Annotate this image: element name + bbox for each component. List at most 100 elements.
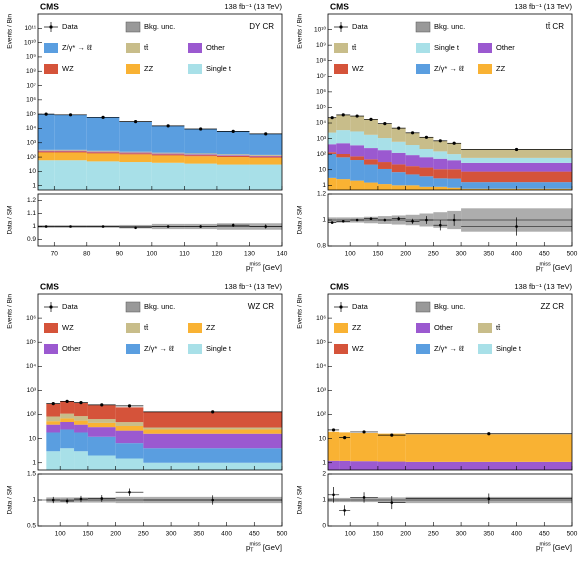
stack-segment bbox=[391, 185, 406, 190]
stack-segment bbox=[87, 419, 116, 423]
stack-segment bbox=[249, 133, 282, 155]
stack-segment bbox=[328, 153, 337, 178]
ratio-point bbox=[390, 501, 394, 504]
ratio-y-tick-label: 1 bbox=[322, 217, 326, 224]
ratio-y-tick-label: 1.5 bbox=[27, 471, 36, 478]
y-tick-label: 10⁵ bbox=[26, 339, 36, 346]
panel: CMS 138 fb⁻¹ (13 TeV) 1 10 10² 10³ 10⁴ 10⁵ 10⁶ 0.… bbox=[7, 281, 288, 554]
ratio-point bbox=[515, 225, 518, 228]
x-tick-label: 500 bbox=[567, 531, 578, 538]
ratio-y-tick-label: 1.2 bbox=[27, 197, 36, 204]
stack-segment bbox=[38, 160, 55, 190]
legend-swatch bbox=[126, 344, 140, 354]
y-tick-label: 10 bbox=[319, 435, 327, 442]
data-point bbox=[264, 132, 268, 136]
x-title-symbol: p bbox=[246, 543, 250, 552]
legend-unc-swatch bbox=[125, 301, 141, 313]
data-point bbox=[231, 129, 235, 134]
stack-segment bbox=[328, 132, 337, 145]
data-point bbox=[51, 402, 55, 406]
stack-segment bbox=[119, 162, 152, 190]
data-point bbox=[100, 403, 104, 407]
stack-segment bbox=[391, 172, 406, 186]
legend-swatch bbox=[416, 323, 430, 333]
stack-segment bbox=[447, 169, 462, 179]
y-axis-title: Events / Bin bbox=[297, 14, 304, 49]
stack-segment bbox=[328, 144, 337, 153]
ratio-point bbox=[343, 509, 346, 512]
x-tick-label: 150 bbox=[372, 251, 383, 258]
x-tick-label: 450 bbox=[539, 531, 550, 538]
x-title-sup: miss bbox=[540, 542, 552, 548]
data-point bbox=[487, 432, 491, 436]
data-point bbox=[397, 126, 401, 130]
stack-segment bbox=[339, 432, 351, 461]
data-point bbox=[383, 122, 387, 126]
stack-segment bbox=[391, 128, 406, 142]
stack-segment bbox=[74, 416, 88, 421]
data-point bbox=[514, 147, 519, 152]
x-title-sup: miss bbox=[250, 262, 262, 268]
x-title-sub: T bbox=[540, 268, 544, 274]
y-tick-label: 10⁶ bbox=[316, 315, 326, 322]
legend-swatch bbox=[188, 43, 202, 53]
stack-segment bbox=[350, 180, 365, 190]
x-tick-label: 110 bbox=[179, 251, 190, 258]
stack-segment bbox=[405, 145, 420, 156]
legend-label: Bkg. unc. bbox=[144, 302, 175, 311]
stack-segment bbox=[419, 186, 434, 190]
stack-segment bbox=[447, 154, 462, 161]
y-tick-label: 1 bbox=[32, 459, 36, 466]
legend-swatch bbox=[188, 323, 202, 333]
ratio-point bbox=[397, 217, 401, 220]
stack-segment bbox=[419, 176, 434, 187]
stack-segment bbox=[405, 434, 572, 462]
stack-segment bbox=[74, 420, 88, 425]
legend-label: WZ bbox=[62, 64, 74, 73]
legend-label: Data bbox=[352, 22, 369, 31]
stack-segment bbox=[364, 119, 378, 135]
x-axis-title: pTmiss [GeV] bbox=[246, 542, 282, 554]
stack-segment bbox=[143, 462, 282, 470]
stack-segment bbox=[54, 114, 87, 150]
stack-segment bbox=[336, 130, 351, 144]
stack-segment bbox=[216, 157, 250, 165]
stack-segment bbox=[86, 117, 120, 151]
stack-segment bbox=[419, 149, 434, 158]
stack-segment bbox=[391, 164, 406, 173]
y-tick-label: 10⁴ bbox=[316, 363, 326, 370]
stack-segment bbox=[86, 150, 120, 152]
legend-swatch bbox=[334, 43, 348, 53]
legend-label: Bkg. unc. bbox=[144, 22, 175, 31]
lumi-label: 138 fb⁻¹ (13 TeV) bbox=[224, 282, 282, 291]
legend-data-marker bbox=[49, 25, 53, 29]
x-title-symbol: p bbox=[536, 263, 540, 272]
stack-segment bbox=[115, 407, 144, 423]
ratio-axis-title: Data / SM bbox=[7, 486, 14, 515]
legend-label: tt̄ bbox=[352, 43, 357, 52]
stack-segment bbox=[405, 174, 420, 186]
stack-segment bbox=[151, 152, 185, 154]
stack-segment bbox=[447, 187, 462, 190]
y-tick-label: 10⁵ bbox=[316, 104, 326, 111]
stack-segment bbox=[60, 413, 75, 419]
stack-segment bbox=[350, 131, 365, 146]
data-point bbox=[438, 139, 442, 143]
stack-segment bbox=[54, 151, 87, 153]
data-point bbox=[424, 135, 429, 139]
y-tick-label: 1 bbox=[322, 182, 326, 189]
stack-segment bbox=[377, 138, 392, 151]
y-tick-label: 10⁷ bbox=[26, 82, 36, 89]
stack-segment bbox=[119, 153, 152, 155]
legend-swatch bbox=[126, 43, 140, 53]
stack-segment bbox=[87, 427, 116, 437]
legend-label: ZZ bbox=[496, 64, 506, 73]
stack-segment bbox=[377, 461, 406, 470]
stack-segment bbox=[364, 134, 378, 149]
y-tick-label: 10 bbox=[29, 435, 37, 442]
stack-segment bbox=[143, 448, 282, 463]
ratio-point bbox=[487, 497, 491, 500]
stack-segment bbox=[46, 421, 61, 425]
stack-segment bbox=[419, 157, 434, 168]
